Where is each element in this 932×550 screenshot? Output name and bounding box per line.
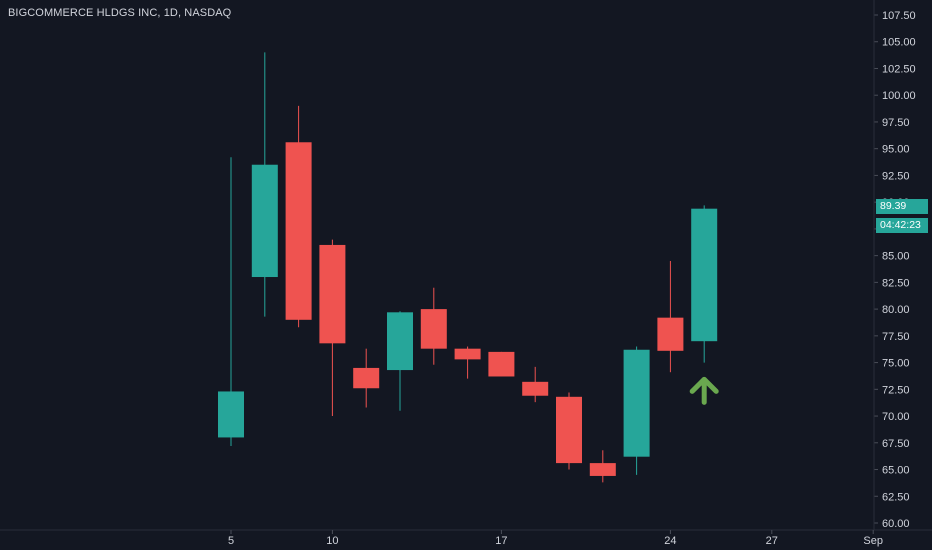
candle-body-down: [353, 367, 380, 389]
candle-body-down: [488, 351, 515, 377]
candle-body-up: [691, 208, 718, 342]
y-tick-label: 102.50: [882, 63, 916, 75]
y-tick-label: 60.00: [882, 518, 910, 530]
y-tick-label: 62.50: [882, 491, 910, 503]
y-tick-label: 85.00: [882, 251, 910, 263]
candle-body-down: [589, 463, 616, 476]
y-tick-label: 82.50: [882, 277, 910, 289]
candle-body-down: [657, 317, 684, 351]
x-tick-label: 17: [495, 535, 507, 547]
candle[interactable]: [522, 366, 549, 403]
candle[interactable]: [285, 105, 312, 328]
candle[interactable]: [218, 157, 244, 446]
candle-body-up: [218, 391, 244, 438]
chart-title: BIGCOMMERCE HLDGS INC, 1D, NASDAQ: [8, 7, 232, 19]
candle[interactable]: [387, 311, 413, 411]
y-tick-label: 80.00: [882, 304, 910, 316]
y-tick-label: 75.00: [882, 358, 910, 370]
candle[interactable]: [589, 450, 616, 483]
y-tick-label: 92.50: [882, 170, 910, 182]
y-tick-label: 70.00: [882, 411, 910, 423]
candle[interactable]: [488, 351, 515, 377]
y-tick-label: 65.00: [882, 465, 910, 477]
candle[interactable]: [319, 239, 346, 417]
candle-body-up: [623, 349, 650, 457]
candle-body-up: [251, 164, 278, 278]
y-tick-label: 100.00: [882, 90, 916, 102]
bar-countdown-label: 04:42:23: [876, 218, 928, 233]
candle-body-down: [522, 381, 549, 396]
candle-body-down: [556, 396, 582, 464]
y-tick-label: 72.50: [882, 384, 910, 396]
x-tick-label: 27: [766, 535, 778, 547]
x-tick-label: Sep: [863, 535, 883, 547]
candle-body-down: [454, 348, 481, 360]
candle[interactable]: [454, 346, 481, 379]
y-tick-label: 67.50: [882, 438, 910, 450]
candle[interactable]: [657, 260, 684, 373]
y-tick-label: 105.00: [882, 37, 916, 49]
up-arrow-icon: [689, 376, 719, 405]
y-tick-label: 107.50: [882, 10, 916, 22]
y-tick-label: 77.50: [882, 331, 910, 343]
y-tick-label: 97.50: [882, 117, 910, 129]
time-axis[interactable]: 5 10 17 24 27 Sep: [0, 529, 932, 547]
candle-body-down: [285, 142, 312, 320]
candle[interactable]: [420, 287, 447, 365]
candle-body-up: [387, 312, 413, 371]
price-axis[interactable]: 107.50105.00102.50100.0097.5095.0092.509…: [873, 0, 916, 530]
candle[interactable]: [691, 205, 718, 363]
candle[interactable]: [251, 52, 278, 317]
x-tick-label: 24: [664, 535, 676, 547]
candle[interactable]: [623, 346, 650, 475]
candle[interactable]: [353, 348, 380, 408]
candle[interactable]: [556, 392, 582, 470]
candle-body-down: [420, 309, 447, 349]
last-price-label: 89.39: [876, 199, 928, 214]
annotation-layer: [689, 376, 719, 405]
y-tick-label: 95.00: [882, 144, 910, 156]
x-tick-label: 5: [228, 535, 234, 547]
x-tick-label: 10: [326, 535, 338, 547]
candle-body-down: [319, 244, 346, 344]
candles-layer: [218, 52, 718, 483]
